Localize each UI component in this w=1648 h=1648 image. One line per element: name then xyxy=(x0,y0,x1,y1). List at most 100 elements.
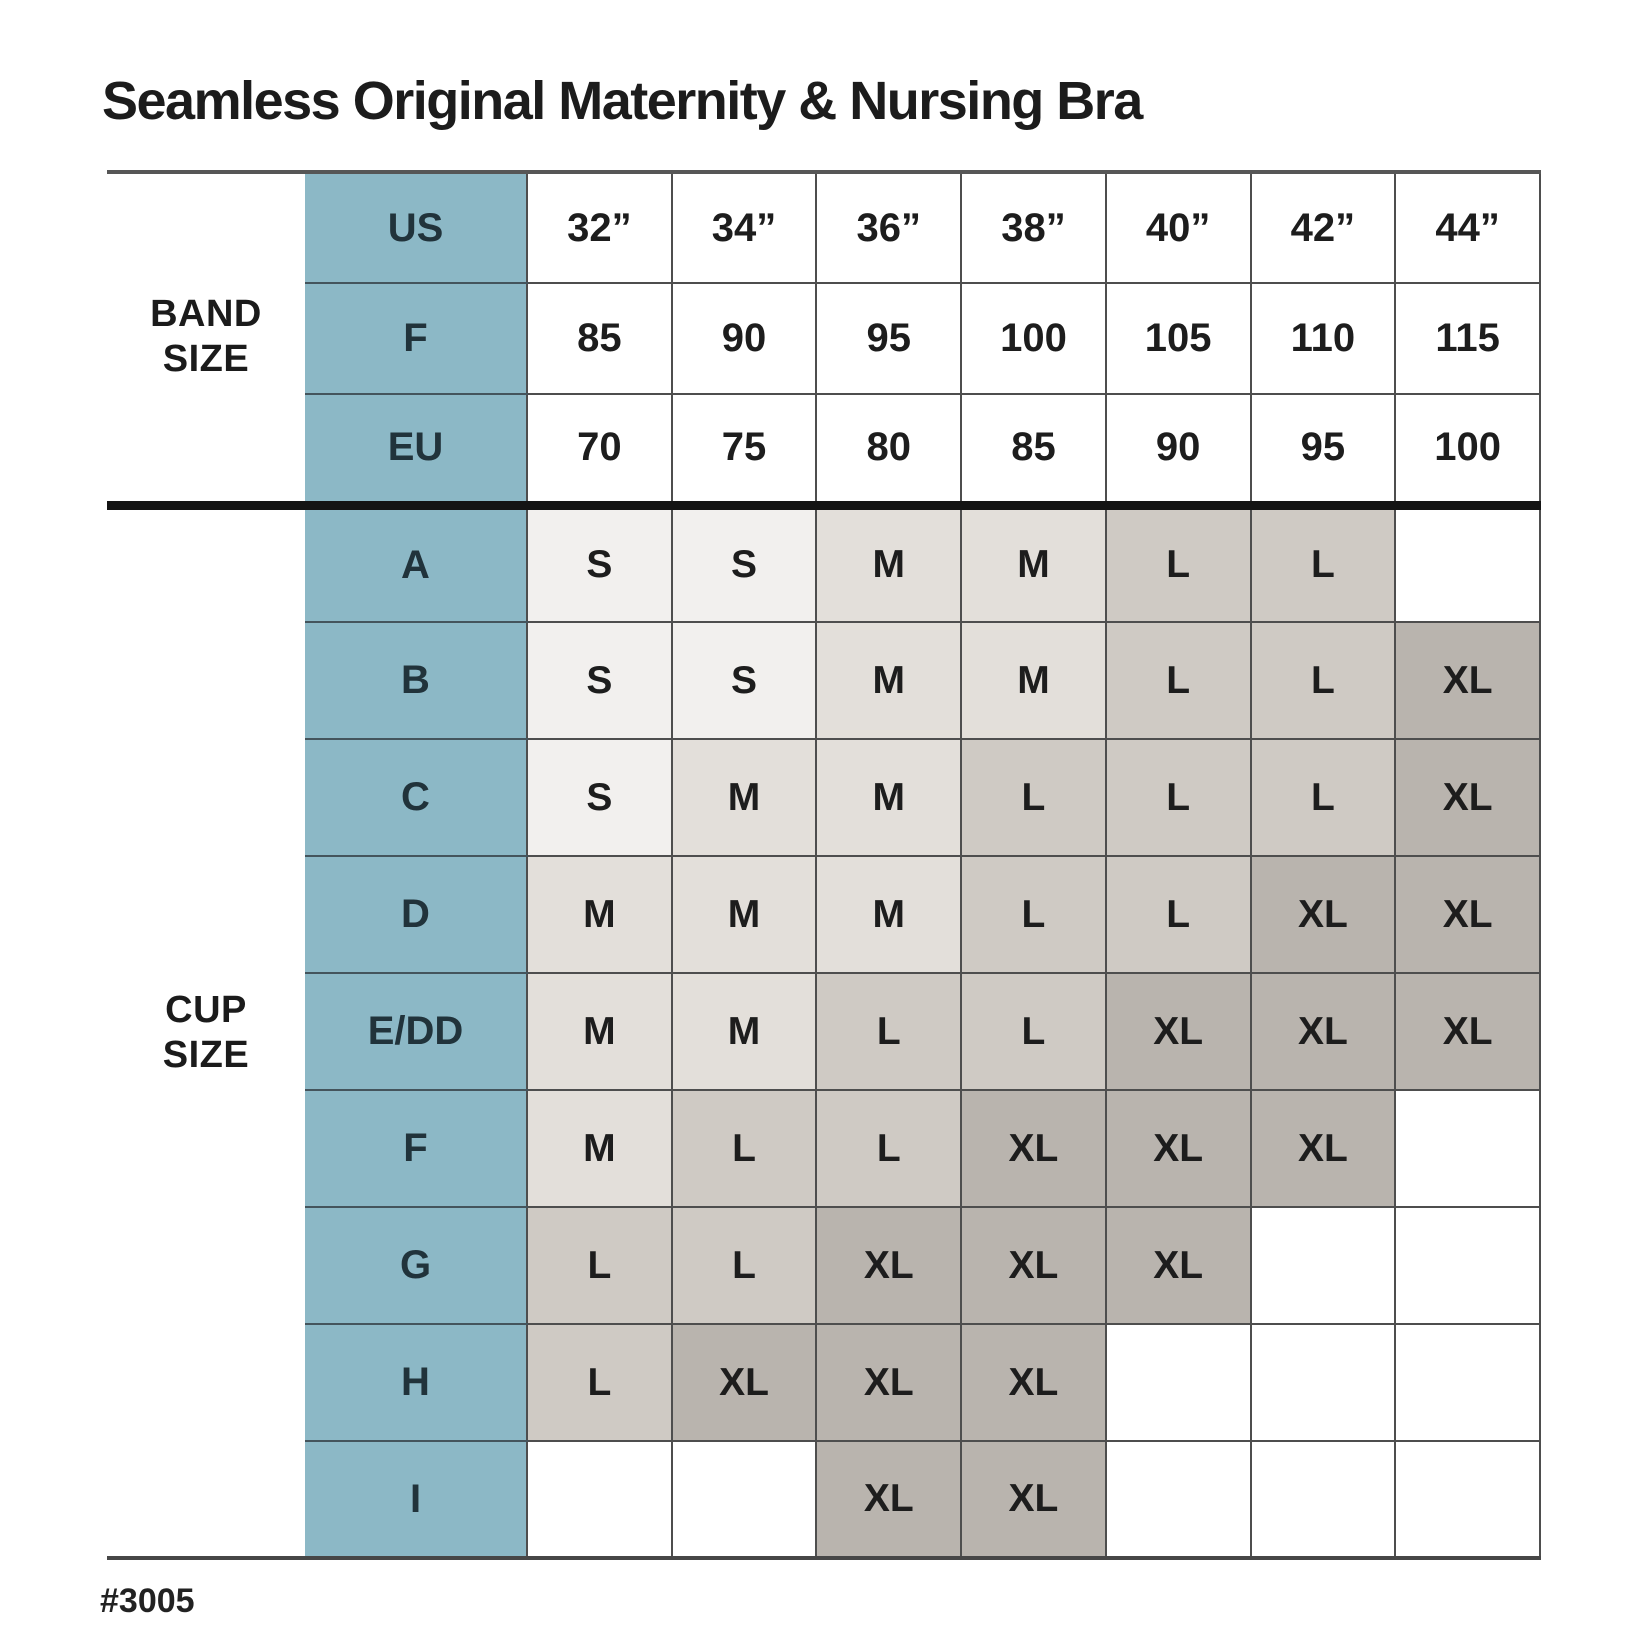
size-cell: L xyxy=(960,972,1107,1091)
size-cell: XL xyxy=(1394,855,1541,974)
band-value-cell: 34” xyxy=(670,170,818,284)
band-value-cell: 44” xyxy=(1394,170,1541,284)
table-row: BAND SIZE US 32” 34” 36” 38” 40” 42” 44” xyxy=(107,170,1541,510)
size-cell: XL xyxy=(1104,972,1252,1091)
table-row: B S S M M L L XL xyxy=(107,621,1541,740)
band-value-cell: 38” xyxy=(960,170,1107,284)
table-row: I XL XL xyxy=(107,1440,1541,1560)
band-value-cell: 90 xyxy=(1104,393,1252,506)
size-cell: XL xyxy=(960,1440,1107,1560)
size-cell: L xyxy=(1104,738,1252,857)
band-value-cell: 75 xyxy=(670,393,818,506)
band-value-cell: 110 xyxy=(1249,282,1397,395)
row-label-b: B xyxy=(305,621,528,740)
size-cell: XL xyxy=(1249,1089,1397,1208)
size-cell: M xyxy=(815,855,963,974)
size-cell: XL xyxy=(815,1323,963,1442)
band-value-cell: 80 xyxy=(815,393,963,506)
band-value-cell: 100 xyxy=(1394,393,1541,506)
band-value-cell: 70 xyxy=(526,393,673,506)
size-cell: S xyxy=(526,621,673,740)
size-cell: XL xyxy=(960,1089,1107,1208)
size-cell: L xyxy=(1249,500,1397,623)
size-cell: M xyxy=(670,738,818,857)
table-row: C S M M L L L XL xyxy=(107,738,1541,857)
table-row: CUP SIZE A S S M M L L xyxy=(107,500,1541,1560)
size-cell: L xyxy=(1249,621,1397,740)
row-label-d: D xyxy=(305,855,528,974)
size-cell xyxy=(1394,1323,1541,1442)
row-label-eu: EU xyxy=(305,393,528,506)
size-cell xyxy=(1104,1323,1252,1442)
band-value-cell: 105 xyxy=(1104,282,1252,395)
size-cell: L xyxy=(815,1089,963,1208)
table-row: E/DD M M L L XL XL XL xyxy=(107,972,1541,1091)
band-value-cell: 36” xyxy=(815,170,963,284)
size-cell: L xyxy=(815,972,963,1091)
size-cell xyxy=(1394,1206,1541,1325)
size-cell: M xyxy=(815,621,963,740)
table-row: F 85 90 95 100 105 110 115 xyxy=(107,282,1541,395)
row-label-g: G xyxy=(305,1206,528,1325)
row-label-us: US xyxy=(305,170,528,284)
size-cell xyxy=(1394,1089,1541,1208)
size-cell: XL xyxy=(960,1323,1107,1442)
product-code: #3005 xyxy=(100,1582,195,1620)
size-cell: L xyxy=(960,738,1107,857)
size-cell: M xyxy=(815,738,963,857)
band-value-cell: 115 xyxy=(1394,282,1541,395)
band-value-cell: 85 xyxy=(960,393,1107,506)
size-cell: M xyxy=(526,972,673,1091)
size-cell: M xyxy=(960,621,1107,740)
band-value-cell: 95 xyxy=(815,282,963,395)
size-cell: M xyxy=(526,855,673,974)
size-cell: XL xyxy=(960,1206,1107,1325)
size-cell: M xyxy=(670,972,818,1091)
row-label-c: C xyxy=(305,738,528,857)
size-cell: XL xyxy=(815,1206,963,1325)
size-cell: XL xyxy=(1249,855,1397,974)
size-cell: L xyxy=(1104,500,1252,623)
page-title: Seamless Original Maternity & Nursing Br… xyxy=(102,71,1143,131)
size-cell: XL xyxy=(1394,738,1541,857)
table-row: F M L L XL XL XL xyxy=(107,1089,1541,1208)
row-label-f: F xyxy=(305,282,528,395)
row-label-h: H xyxy=(305,1323,528,1442)
size-cell: L xyxy=(526,1323,673,1442)
row-label-i: I xyxy=(305,1440,528,1560)
band-value-cell: 90 xyxy=(670,282,818,395)
size-cell: L xyxy=(670,1206,818,1325)
size-cell: S xyxy=(670,500,818,623)
section-label-cup-size: CUP SIZE xyxy=(107,500,305,1560)
size-chart-table: BAND SIZE US 32” 34” 36” 38” 40” 42” 44” F 85 90 95 1… xyxy=(107,170,1541,1560)
size-cell: L xyxy=(670,1089,818,1208)
table-row: EU 70 75 80 85 90 95 100 xyxy=(107,393,1541,506)
size-cell: XL xyxy=(1249,972,1397,1091)
size-cell: L xyxy=(1104,855,1252,974)
band-value-cell: 100 xyxy=(960,282,1107,395)
size-cell: XL xyxy=(1394,621,1541,740)
size-cell: XL xyxy=(815,1440,963,1560)
band-value-cell: 85 xyxy=(526,282,673,395)
size-cell xyxy=(1394,1440,1541,1560)
size-cell: XL xyxy=(1104,1206,1252,1325)
band-value-cell: 40” xyxy=(1104,170,1252,284)
size-cell: L xyxy=(960,855,1107,974)
size-cell: S xyxy=(526,500,673,623)
section-label-band-size: BAND SIZE xyxy=(107,170,305,510)
size-cell xyxy=(1394,500,1541,623)
band-value-cell: 95 xyxy=(1249,393,1397,506)
table-row: H L XL XL XL xyxy=(107,1323,1541,1442)
row-label-a: A xyxy=(305,500,528,623)
row-label-f: F xyxy=(305,1089,528,1208)
size-cell: M xyxy=(815,500,963,623)
size-cell: S xyxy=(670,621,818,740)
size-cell: XL xyxy=(670,1323,818,1442)
size-cell: L xyxy=(526,1206,673,1325)
size-cell: M xyxy=(960,500,1107,623)
size-cell xyxy=(1249,1440,1397,1560)
size-cell xyxy=(670,1440,818,1560)
row-label-e-dd: E/DD xyxy=(305,972,528,1091)
size-cell: M xyxy=(670,855,818,974)
